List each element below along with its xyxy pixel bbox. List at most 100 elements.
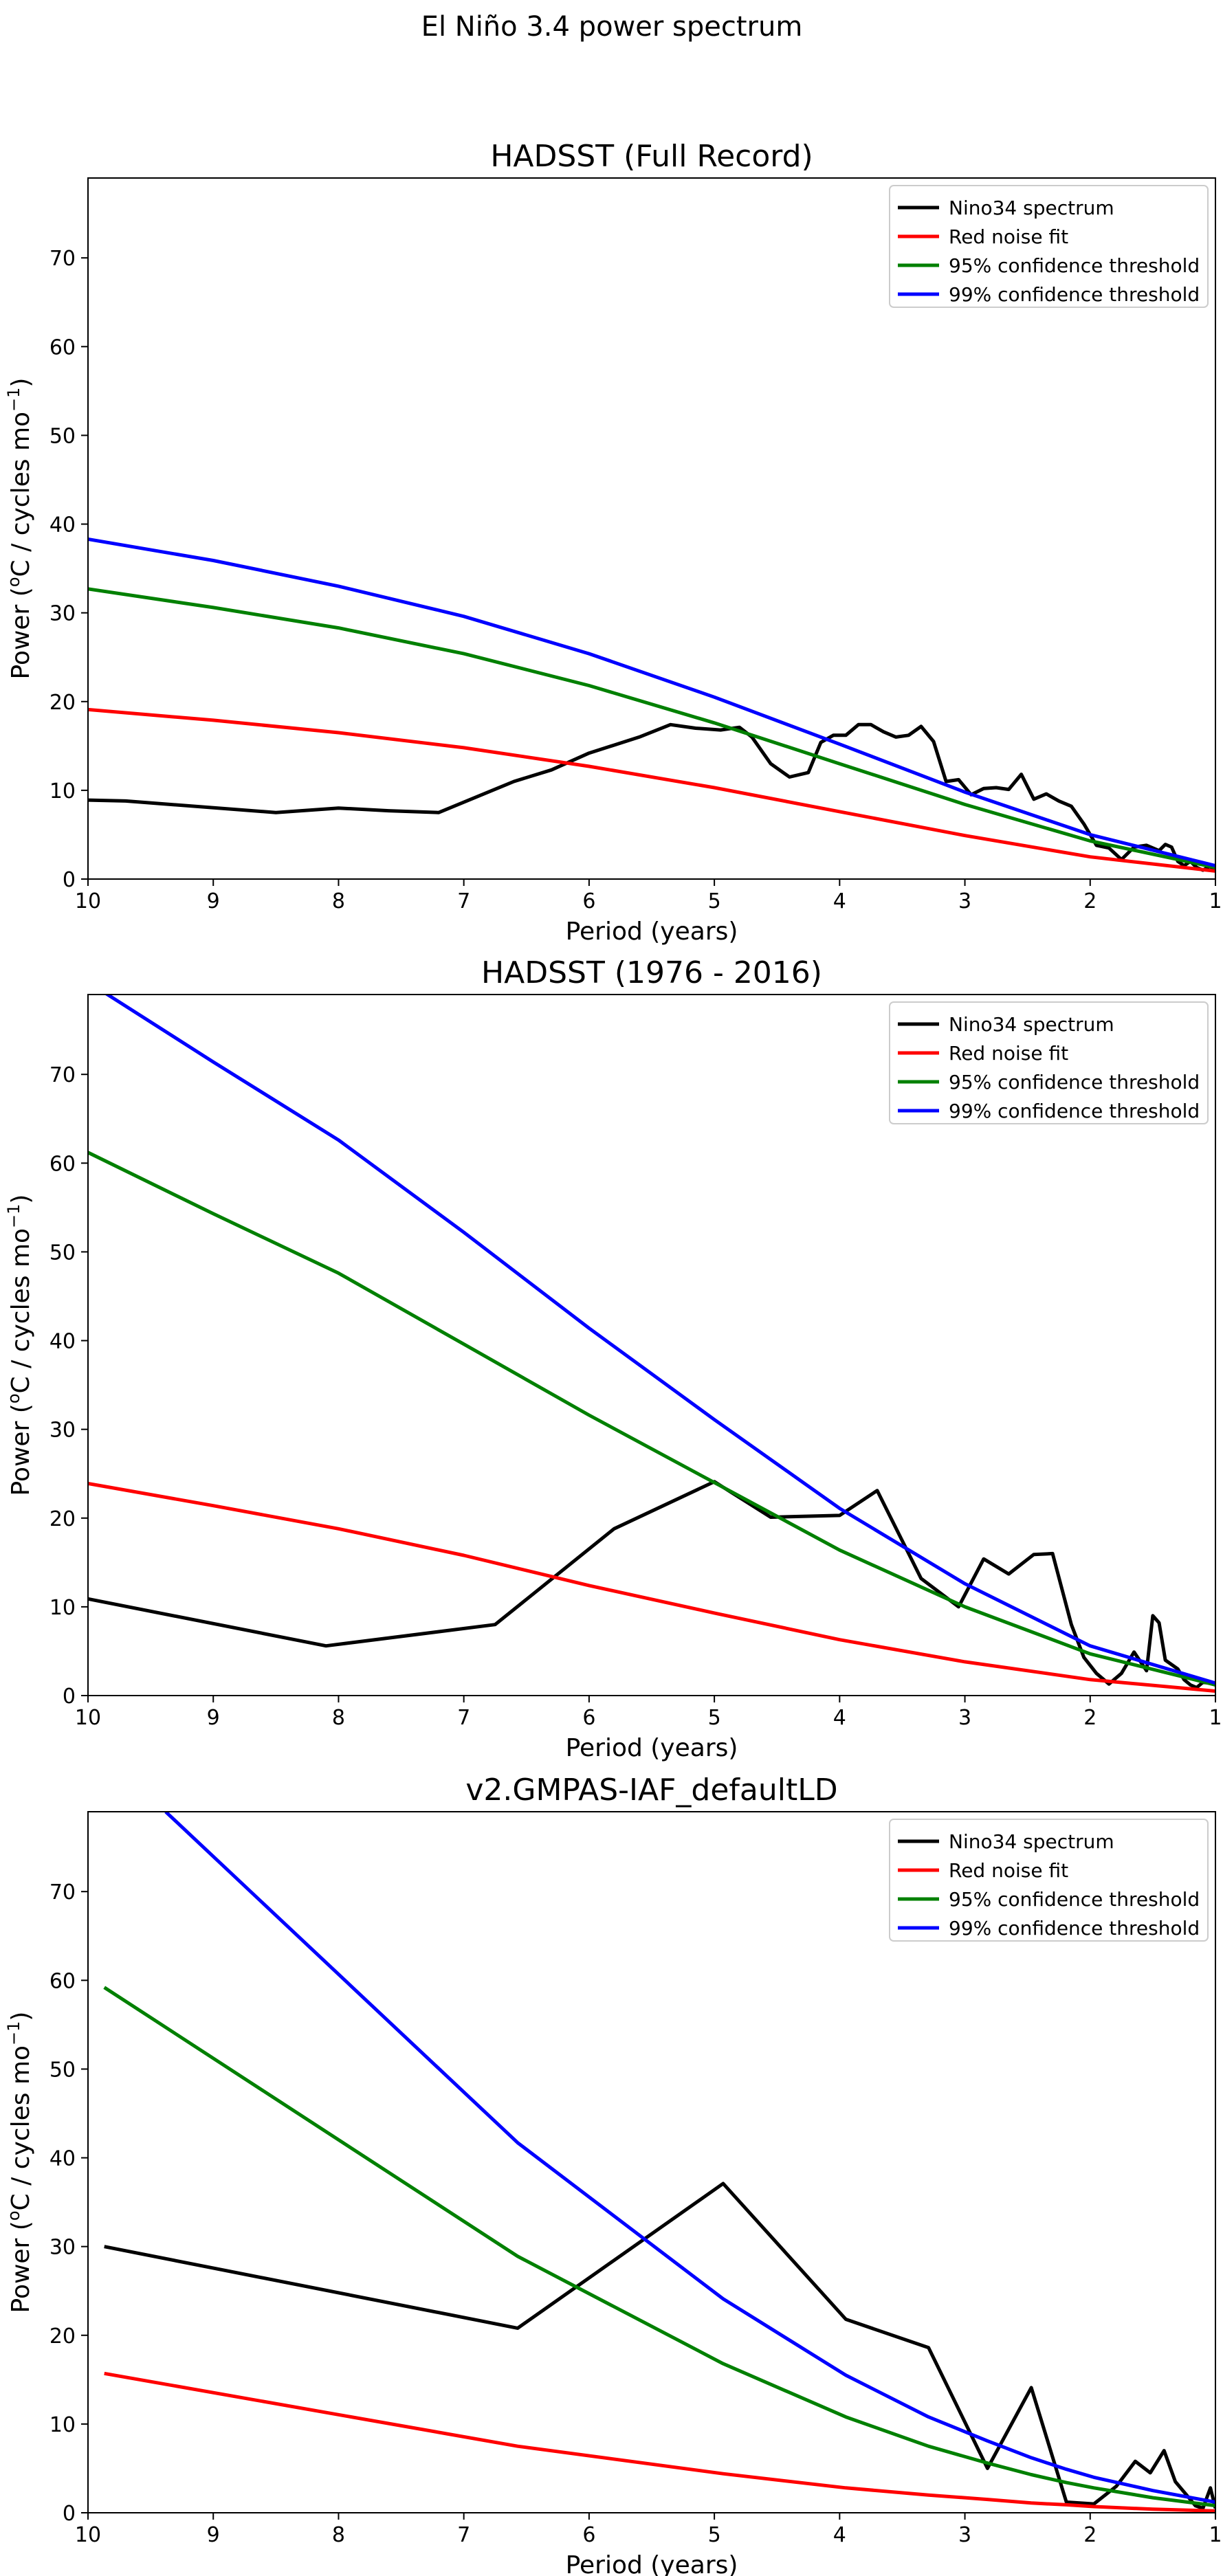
y-axis-label: Power (oC / cycles mo−1) [4,378,35,680]
legend-label: Nino34 spectrum [949,1830,1114,1853]
chart-2: HADSST (1976 - 2016)10 9 8 7 6 5 4 3 2 1010203040… [4,955,1222,1762]
legend-label: 99% confidence threshold [949,1917,1200,1940]
legend-label: Nino34 spectrum [949,197,1114,219]
chart-1: HADSST (Full Record)10 9 8 7 6 5 4 3 2 1010203040… [4,139,1222,946]
x-tick-label: 9 [207,2523,220,2547]
y-tick-label: 10 [49,2413,76,2437]
series-line-nino34-spectrum [88,1480,1215,1689]
legend-label: Nino34 spectrum [949,1013,1114,1036]
x-tick-label: 10 [75,889,101,913]
y-tick-label: 20 [49,2324,76,2349]
y-tick-label: 40 [49,1330,76,1354]
x-tick-label: 2 [1083,2523,1097,2547]
series-line-red-noise-fit [88,1481,1215,1693]
x-tick-label: 3 [958,1706,971,1730]
x-tick-label: 7 [457,889,470,913]
chart-axes-frame [87,177,1216,880]
legend-label: 95% confidence threshold [949,1071,1200,1093]
y-label-part: Power ( [7,587,35,679]
series-line-99-confidence-threshold [104,995,1215,1685]
y-label-part: C / cycles mo [7,2045,35,2211]
y-label-superscript: o [4,2210,23,2221]
x-tick-label: 9 [207,889,220,913]
x-tick-label: 2 [1083,889,1097,913]
y-tick-label: 50 [49,424,76,448]
x-tick-label: 1 [1209,1706,1222,1730]
chart-axes-frame [87,994,1216,1696]
x-axis-label: Period (years) [566,918,738,946]
y-label-part: ) [7,1195,35,1204]
x-tick-label: 5 [708,889,721,913]
y-label-part: ) [7,2012,35,2021]
y-label-superscript: −1 [4,2021,23,2045]
legend-label: Red noise fit [949,225,1068,248]
y-label-part: C / cycles mo [7,1228,35,1394]
x-axis-label: Period (years) [566,2551,738,2576]
y-tick-label: 0 [63,868,76,892]
y-tick-label: 50 [49,1241,76,1265]
y-axis-label: Power (oC / cycles mo−1) [4,2012,35,2313]
y-label-part: Power ( [7,2221,35,2313]
series-line-99-confidence-threshold [88,537,1215,868]
y-label-superscript: −1 [4,388,23,412]
chart-axes-frame [87,1811,1216,2513]
legend-box [889,185,1209,308]
series-line-95-confidence-threshold [88,1151,1215,1687]
x-tick-label: 4 [833,889,846,913]
x-tick-label: 7 [457,2523,470,2547]
x-tick-label: 7 [457,1706,470,1730]
chart-legend: Nino34 spectrum Red noise fit 95% confiden… [889,1001,1209,1124]
series-line-95-confidence-threshold [103,1986,1215,2508]
legend-box [889,1819,1209,1942]
chart-title: HADSST (1976 - 2016) [481,955,822,990]
x-tick-label: 10 [75,2523,101,2547]
chart-legend: Nino34 spectrum Red noise fit 95% confiden… [889,185,1209,308]
x-tick-label: 8 [332,2523,345,2547]
legend-label: Red noise fit [949,1859,1068,1882]
y-tick-label: 40 [49,2147,76,2171]
series-line-99-confidence-threshold [164,1812,1215,2504]
y-tick-label: 10 [49,779,76,803]
y-tick-label: 40 [49,513,76,537]
x-tick-label: 1 [1209,2523,1222,2547]
x-tick-label: 2 [1083,1706,1097,1730]
y-tick-label: 20 [49,691,76,715]
y-tick-label: 70 [49,1880,76,1905]
series-line-red-noise-fit [104,2371,1215,2513]
x-tick-label: 4 [833,1706,846,1730]
y-tick-label: 70 [49,1063,76,1087]
y-label-part: Power ( [7,1403,35,1496]
chart-title: HADSST (Full Record) [490,139,813,174]
x-tick-label: 3 [958,2523,971,2547]
y-tick-label: 60 [49,1969,76,1993]
y-tick-label: 30 [49,1419,76,1443]
x-axis-label: Period (years) [566,1734,738,1762]
x-tick-label: 6 [582,889,595,913]
series-line-95-confidence-threshold [88,587,1215,869]
y-tick-label: 0 [63,2502,76,2526]
x-tick-label: 8 [332,889,345,913]
x-tick-label: 9 [207,1706,220,1730]
x-tick-label: 3 [958,889,971,913]
y-label-part: ) [7,378,35,388]
x-tick-label: 4 [833,2523,846,2547]
y-tick-label: 30 [49,602,76,626]
chart-title: v2.GMPAS-IAF_defaultLD [465,1773,837,1808]
y-label-superscript: o [4,577,23,587]
y-tick-label: 60 [49,1152,76,1176]
series-line-nino34-spectrum [104,2181,1215,2510]
chart-legend: Nino34 spectrum Red noise fit 95% confiden… [889,1819,1209,1942]
y-tick-label: 60 [49,335,76,359]
x-tick-label: 6 [582,1706,595,1730]
y-label-part: C / cycles mo [7,412,35,577]
legend-label: 99% confidence threshold [949,283,1200,306]
y-tick-label: 20 [49,1507,76,1531]
series-line-red-noise-fit [88,707,1215,873]
y-axis-label: Power (oC / cycles mo−1) [4,1195,35,1496]
legend-label: 95% confidence threshold [949,254,1200,277]
x-tick-label: 5 [708,1706,721,1730]
figure-suptitle: El Niño 3.4 power spectrum [421,11,803,43]
y-label-superscript: o [4,1393,23,1403]
y-tick-label: 0 [63,1685,76,1709]
